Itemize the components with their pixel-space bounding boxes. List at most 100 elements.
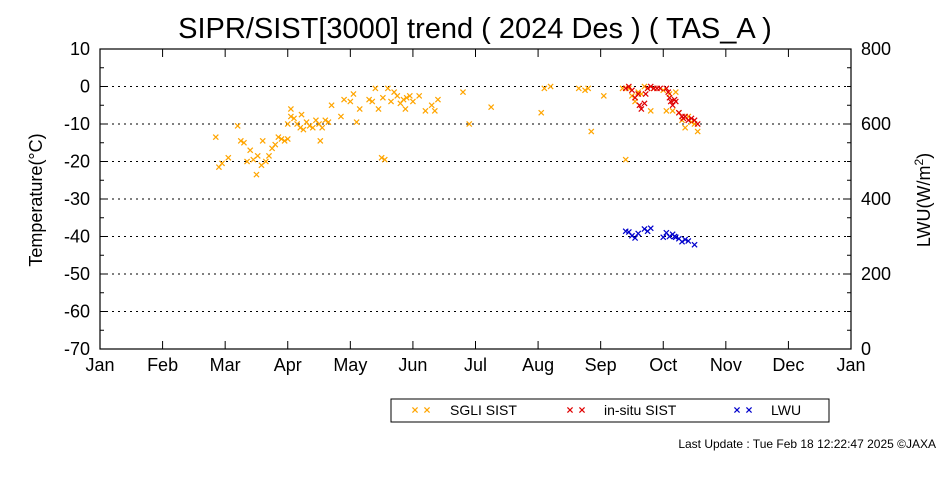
legend-marker-sgli-sist (423, 406, 431, 414)
data-point-sgli-sist (422, 107, 429, 114)
data-point-in-situ-sist (663, 85, 670, 92)
left-axis: 10 0 -10 -20 -30 -40 -50 -60 -70 (64, 39, 108, 359)
data-point-sgli-sist (384, 85, 391, 92)
data-points (212, 83, 701, 248)
data-point-sgli-sist (459, 89, 467, 96)
data-point-sgli-sist (278, 135, 285, 143)
data-point-sgli-sist (287, 113, 294, 120)
legend-marker-sgli-sist (411, 406, 419, 414)
x-tick-label: Aug (522, 355, 554, 375)
data-point-lwu (682, 236, 689, 243)
data-point-sgli-sist (660, 87, 667, 94)
data-point-sgli-sist (635, 89, 642, 96)
data-point-sgli-sist (488, 104, 495, 111)
y2-tick-label: 0 (861, 339, 871, 359)
data-point-sgli-sist (375, 105, 382, 113)
y2-axis-label-end: ) (914, 153, 934, 159)
data-point-sgli-sist (541, 85, 548, 92)
data-point-lwu (647, 225, 654, 232)
data-point-sgli-sist (394, 92, 401, 99)
data-point-in-situ-sist (665, 89, 672, 96)
data-point-sgli-sist (234, 122, 241, 129)
data-point-sgli-sist (212, 134, 219, 141)
y-tick-label: 10 (70, 39, 90, 59)
data-point-sgli-sist (240, 139, 247, 146)
y-tick-label: -30 (64, 189, 90, 209)
legend-marker-lwu (733, 406, 741, 414)
data-point-sgli-sist (647, 107, 654, 114)
data-point-in-situ-sist (628, 87, 635, 94)
data-point-sgli-sist (682, 124, 689, 131)
data-point-sgli-sist (353, 119, 360, 126)
data-point-sgli-sist (328, 102, 335, 109)
data-point-sgli-sist (416, 92, 423, 99)
data-point-sgli-sist (317, 137, 324, 144)
legend-marker-in-situ-sist (566, 406, 574, 414)
legend-box (390, 398, 830, 423)
y2-tick-label: 600 (861, 114, 891, 134)
y-tick-label: -60 (64, 302, 90, 322)
data-point-sgli-sist (287, 105, 294, 113)
data-point-sgli-sist (322, 117, 329, 124)
data-point-sgli-sist (219, 160, 226, 167)
y-tick-label: -20 (64, 152, 90, 172)
data-point-sgli-sist (350, 90, 357, 98)
y2-axis-label-main: LWU(W/m (914, 166, 934, 248)
data-point-sgli-sist (369, 98, 376, 105)
data-point-in-situ-sist (667, 98, 674, 105)
data-point-in-situ-sist (685, 117, 692, 124)
data-point-lwu (685, 237, 692, 245)
data-point-sgli-sist (387, 98, 395, 105)
data-point-sgli-sist (406, 92, 413, 99)
data-point-sgli-sist (402, 105, 409, 113)
plot-area-frame (99, 48, 852, 350)
data-point-sgli-sist (466, 120, 473, 128)
data-point-in-situ-sist (644, 85, 651, 92)
data-point-sgli-sist (337, 113, 344, 120)
data-point-sgli-sist (254, 152, 261, 159)
right-axis: 800 600 400 200 0 (843, 39, 891, 359)
data-point-sgli-sist (290, 115, 298, 122)
data-point-sgli-sist (247, 147, 254, 154)
legend-label-sgli-sist: SGLI SIST (450, 402, 517, 418)
data-point-sgli-sist (622, 156, 629, 163)
x-tick-label: Mar (210, 355, 241, 375)
data-point-sgli-sist (669, 107, 676, 114)
data-point-sgli-sist (275, 134, 282, 141)
y2-axis-label: LWU(W/m2) (912, 153, 934, 247)
data-point-sgli-sist (253, 171, 260, 178)
data-point-lwu (628, 232, 635, 239)
x-tick-label: Jun (398, 355, 427, 375)
data-point-sgli-sist (300, 126, 307, 133)
y2-axis-label-sup: 2 (912, 159, 926, 166)
data-point-in-situ-sist (694, 120, 701, 128)
data-point-sgli-sist (297, 124, 304, 131)
data-point-sgli-sist (356, 105, 363, 113)
chart-title: SIPR/SIST[3000] trend ( 2024 Des ) ( TAS… (178, 13, 772, 45)
grid-lines (100, 86, 851, 312)
data-point-sgli-sist (366, 96, 373, 103)
x-tick-label: Jan (85, 355, 114, 375)
data-point-in-situ-sist (638, 105, 645, 113)
data-point-sgli-sist (347, 98, 354, 105)
data-point-in-situ-sist (647, 83, 654, 90)
legend-marker-in-situ-sist (578, 406, 586, 414)
data-point-sgli-sist (628, 92, 635, 99)
data-point-sgli-sist (244, 158, 251, 165)
legend-label-in-situ-sist: in-situ SIST (604, 402, 677, 418)
data-point-sgli-sist (379, 94, 386, 101)
data-point-sgli-sist (378, 154, 385, 161)
data-point-sgli-sist (341, 96, 348, 103)
legend-markers (411, 406, 753, 414)
data-point-sgli-sist (431, 107, 438, 114)
data-point-sgli-sist (281, 137, 288, 144)
data-point-sgli-sist (428, 102, 435, 109)
data-point-sgli-sist (585, 85, 592, 92)
data-point-lwu (635, 230, 642, 237)
x-tick-label: Feb (147, 355, 178, 375)
data-point-lwu (672, 234, 679, 241)
data-point-sgli-sist (600, 92, 607, 99)
data-point-sgli-sist (237, 137, 244, 144)
y-tick-label: 0 (80, 77, 90, 97)
